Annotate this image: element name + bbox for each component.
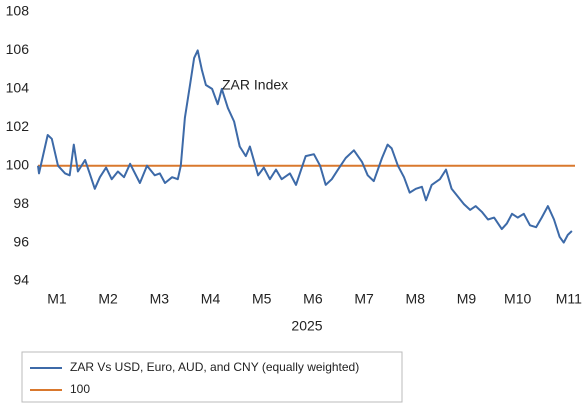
legend-label: 100 <box>70 382 90 396</box>
y-tick-label: 96 <box>13 233 29 249</box>
x-tick-label: M11 <box>556 291 582 307</box>
legend-box <box>21 351 403 403</box>
x-tick-label: M10 <box>504 291 531 307</box>
x-tick-label: M5 <box>252 291 272 307</box>
x-tick-label: M1 <box>47 291 67 307</box>
x-axis-label: 2025 <box>291 318 322 334</box>
y-tick-label: 100 <box>6 156 30 172</box>
y-tick-label: 104 <box>6 80 30 96</box>
y-tick-label: 106 <box>6 41 30 57</box>
x-tick-label: M4 <box>201 291 221 307</box>
x-tick-label: M7 <box>354 291 374 307</box>
x-tick-label: M2 <box>98 291 118 307</box>
y-tick-label: 102 <box>6 118 30 134</box>
data-line <box>37 49 573 244</box>
legend-label: ZAR Vs USD, Euro, AUD, and CNY (equally … <box>70 360 359 374</box>
y-tick-label: 98 <box>13 195 29 211</box>
x-tick-label: M9 <box>457 291 477 307</box>
x-tick-label: M8 <box>406 291 426 307</box>
x-tick-label: M6 <box>303 291 323 307</box>
x-tick-label: M3 <box>150 291 170 307</box>
annotation: ZAR Index <box>222 77 288 93</box>
y-tick-label: 108 <box>6 3 30 19</box>
y-tick-label: 94 <box>13 272 29 288</box>
